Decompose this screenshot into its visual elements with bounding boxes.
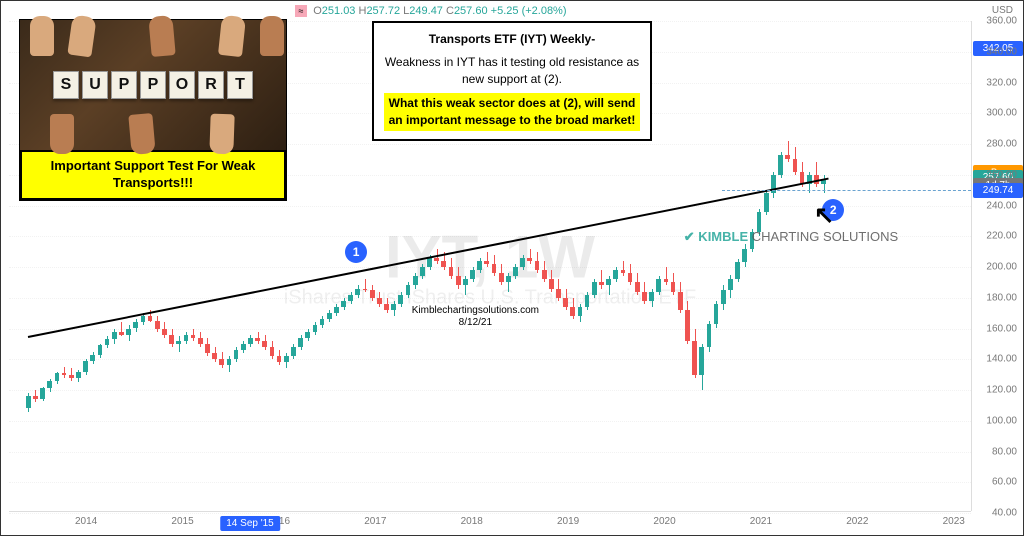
y-axis: 40.0060.0080.00100.00120.00140.00160.001… xyxy=(971,21,1023,511)
x-tick: 2023 xyxy=(943,516,965,527)
ohlc-readout: O251.03 H257.72 L249.47 C257.60 +5.25 (+… xyxy=(301,5,567,17)
y-tick: 160.00 xyxy=(986,323,1017,334)
annotation-box: Transports ETF (IYT) Weekly- Weakness in… xyxy=(372,21,652,141)
y-tick: 80.00 xyxy=(992,446,1017,457)
y-tick: 260.00 xyxy=(986,169,1017,180)
support-tile: S xyxy=(53,71,79,99)
kimble-logo: ✔ KIMBLE CHARTING SOLUTIONS xyxy=(684,229,898,245)
x-tick: 2014 xyxy=(75,516,97,527)
x-tick: 2020 xyxy=(653,516,675,527)
x-tick: 2017 xyxy=(364,516,386,527)
y-tick: 120.00 xyxy=(986,385,1017,396)
x-tick: 2022 xyxy=(846,516,868,527)
arrow-icon: ↖ xyxy=(814,201,834,230)
hand-decoration xyxy=(30,16,54,56)
hand-decoration xyxy=(218,15,246,57)
annotation-title: Transports ETF (IYT) Weekly- xyxy=(384,31,640,48)
ohlc-pct: (+2.08%) xyxy=(522,5,567,17)
ohlc-l: 249.47 xyxy=(409,5,443,17)
support-tile: U xyxy=(82,71,108,99)
x-axis: 2014201520162017201820192020202120222023… xyxy=(9,511,971,535)
hand-decoration xyxy=(67,15,96,58)
chart-container: ≈ O251.03 H257.72 L249.47 C257.60 +5.25 … xyxy=(0,0,1024,536)
x-tick: 2018 xyxy=(461,516,483,527)
x-tick: 2019 xyxy=(557,516,579,527)
ohlc-h: 257.72 xyxy=(366,5,400,17)
y-tick: 40.00 xyxy=(992,508,1017,519)
y-tick: 280.00 xyxy=(986,139,1017,150)
y-tick: 220.00 xyxy=(986,231,1017,242)
support-line xyxy=(722,190,971,191)
x-tick: 2015 xyxy=(171,516,193,527)
x-tick: 2021 xyxy=(750,516,772,527)
support-tile: O xyxy=(169,71,195,99)
support-tile: T xyxy=(227,71,253,99)
hand-decoration xyxy=(128,113,155,155)
y-tick: 180.00 xyxy=(986,292,1017,303)
ohlc-c: 257.60 xyxy=(454,5,488,17)
ohlc-chg: +5.25 xyxy=(491,5,519,17)
support-tile: P xyxy=(111,71,137,99)
ohlc-o: 251.03 xyxy=(322,5,356,17)
annotation-body: Weakness in IYT has it testing old resis… xyxy=(384,54,640,88)
hand-decoration xyxy=(50,114,74,154)
currency-label: USD xyxy=(992,5,1013,16)
hand-decoration xyxy=(148,15,175,57)
marker-1: 1 xyxy=(345,241,367,263)
y-tick: 340.00 xyxy=(986,46,1017,57)
y-tick: 360.00 xyxy=(986,16,1017,27)
y-tick: 300.00 xyxy=(986,108,1017,119)
y-tick: 240.00 xyxy=(986,200,1017,211)
kimble-url: Kimblechartingsolutions.com xyxy=(412,305,539,317)
support-image: SUPPORT xyxy=(20,20,286,150)
y-tick: 100.00 xyxy=(986,415,1017,426)
y-tick: 140.00 xyxy=(986,354,1017,365)
support-tile: R xyxy=(198,71,224,99)
support-card: SUPPORT Important Support Test For Weak … xyxy=(19,19,287,201)
hand-decoration xyxy=(260,16,284,56)
x-tick-active: 14 Sep '15 xyxy=(220,516,280,531)
support-caption: Important Support Test For Weak Transpor… xyxy=(20,150,286,200)
y-tick: 60.00 xyxy=(992,477,1017,488)
y-tick: 200.00 xyxy=(986,262,1017,273)
annotation-highlight: What this weak sector does at (2), will … xyxy=(384,93,640,131)
support-tile: P xyxy=(140,71,166,99)
hand-decoration xyxy=(209,114,234,155)
kimble-date: 8/12/21 xyxy=(412,317,539,329)
y-tick: 320.00 xyxy=(986,77,1017,88)
